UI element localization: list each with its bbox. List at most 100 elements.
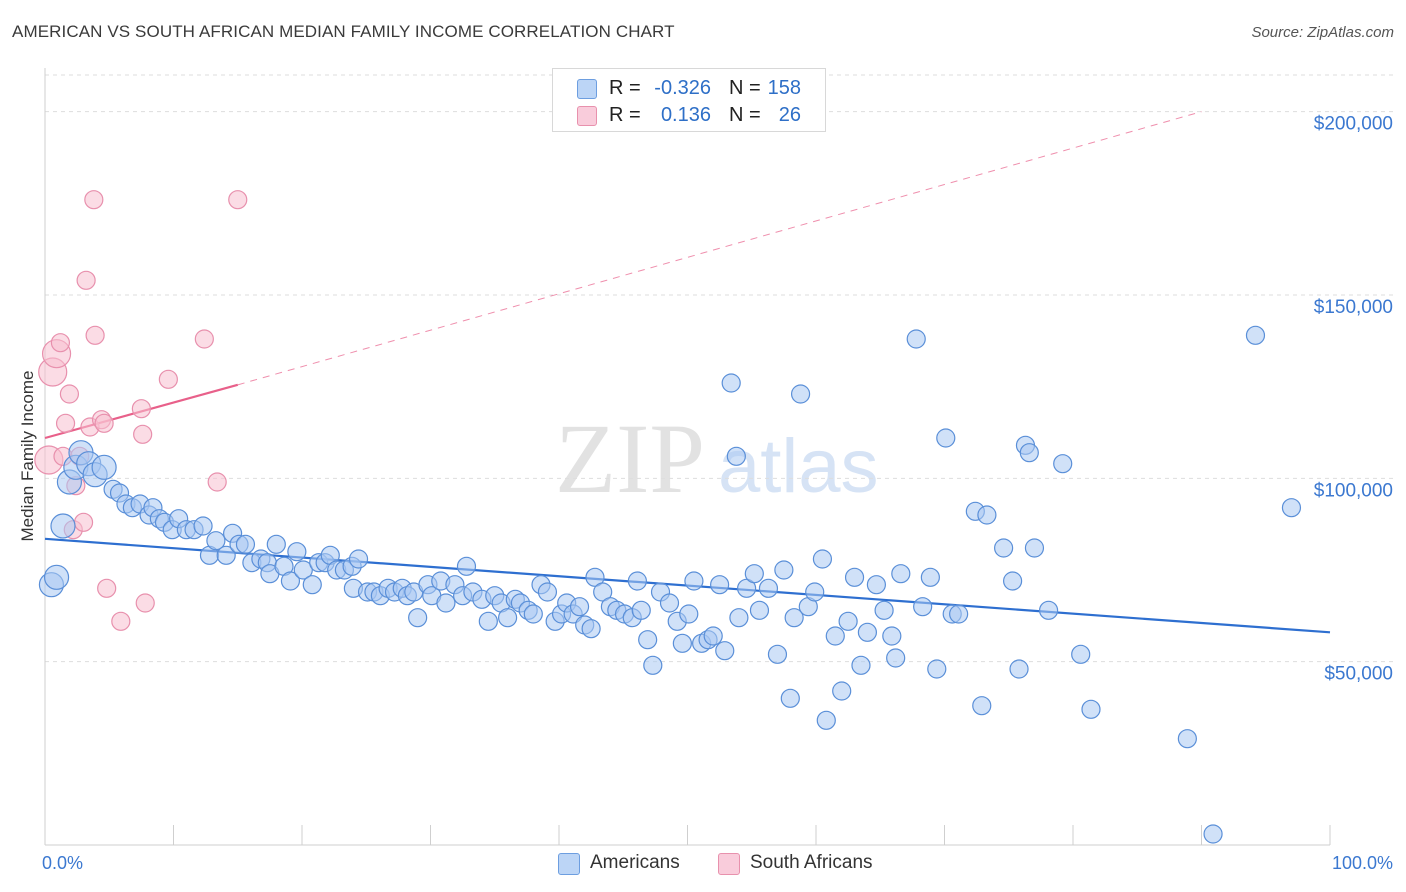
south-africans-point — [73, 512, 94, 532]
stats-row-south-africans: R = 0.136 N = 26 — [553, 102, 825, 128]
americans-point — [825, 626, 845, 646]
americans-point — [266, 534, 286, 554]
americans-point — [627, 571, 647, 591]
americans-point — [302, 575, 322, 595]
americans-point — [874, 600, 894, 620]
americans-point — [715, 641, 735, 661]
americans-point — [882, 626, 902, 646]
americans-point — [906, 329, 926, 349]
south-africans-point — [158, 369, 178, 389]
americans-point — [790, 384, 811, 404]
series-americans — [38, 325, 1302, 844]
south-africans-point — [228, 190, 248, 210]
americans-point — [891, 564, 911, 584]
legend-label: South Africans — [750, 852, 873, 873]
south-africans-point — [55, 413, 76, 433]
americans-point — [721, 373, 741, 393]
americans-point — [631, 600, 651, 620]
americans-point — [235, 534, 256, 554]
americans-point — [1038, 600, 1059, 620]
americans-point — [293, 560, 313, 580]
americans-point — [805, 582, 825, 602]
americans-point — [1281, 498, 1302, 518]
n-label: N = — [729, 104, 761, 126]
americans-point — [832, 681, 852, 701]
trend-lines — [44, 111, 1331, 634]
stats-row-americans: R = -0.326 N = 158 — [553, 75, 825, 101]
americans-point — [287, 542, 307, 562]
south-africans-point — [97, 578, 117, 598]
americans-point — [857, 622, 878, 642]
south-africans-point — [76, 270, 96, 290]
trend-line-south-africans-extension — [237, 111, 1202, 386]
n-label: N = — [729, 77, 761, 99]
source-label: Source: ZipAtlas.com — [1251, 24, 1394, 41]
americans-point — [949, 604, 969, 624]
americans-point — [91, 454, 117, 480]
americans-point — [816, 710, 836, 730]
south-africans-point — [131, 399, 151, 419]
americans-point — [348, 549, 369, 569]
r-label: R = — [609, 104, 641, 126]
americans-point — [886, 648, 906, 668]
americans-point — [844, 567, 865, 587]
americans-point — [784, 608, 804, 628]
americans-point — [478, 611, 498, 631]
americans-point — [994, 538, 1014, 558]
americans-point — [927, 659, 947, 679]
south-africans-point — [85, 325, 105, 345]
south-africans-legend-swatch — [718, 853, 740, 875]
watermark-zip: ZIP — [555, 403, 705, 514]
y-axis-title: Median Family Income — [18, 370, 37, 541]
south-africans-point — [133, 424, 153, 444]
americans-point — [1203, 824, 1223, 844]
americans-point — [50, 513, 76, 539]
y-tick-label: $200,000 — [1314, 114, 1393, 135]
chart-title: AMERICAN VS SOUTH AFRICAN MEDIAN FAMILY … — [12, 22, 675, 41]
americans-point — [774, 560, 794, 580]
n-value: 26 — [778, 104, 801, 126]
americans-point — [1009, 659, 1029, 679]
americans-point — [206, 531, 226, 551]
americans-point — [920, 567, 940, 587]
americans-point — [193, 516, 213, 536]
south-africans-point — [111, 611, 131, 631]
americans-point — [1024, 538, 1045, 558]
south-africans-point — [94, 413, 114, 433]
y-tick-labels: $50,000 $100,000 $150,000 $200,000 — [1314, 114, 1393, 685]
americans-point — [1071, 644, 1091, 664]
americans-point — [913, 597, 933, 617]
y-tick-label: $100,000 — [1314, 480, 1393, 501]
americans-point — [1053, 454, 1073, 474]
r-value: -0.326 — [654, 77, 711, 99]
americans-point — [838, 611, 858, 631]
americans-point — [672, 633, 692, 653]
americans-point — [703, 626, 723, 646]
x-tick-labels: 0.0% 100.0% — [42, 853, 1393, 873]
americans-point — [812, 549, 833, 569]
americans-point — [758, 578, 779, 598]
gridlines — [45, 74, 1395, 663]
americans-point — [1019, 443, 1039, 463]
americans-swatch — [577, 79, 597, 99]
south-africans-point — [135, 593, 155, 613]
americans-point — [523, 604, 543, 624]
americans-point — [1081, 699, 1101, 719]
r-value: 0.136 — [660, 104, 711, 126]
americans-point — [936, 428, 956, 448]
americans-point — [749, 600, 770, 620]
south-africans-point — [207, 472, 227, 492]
stats-legend-box: R = -0.326 N = 158 R = 0.136 N = 26 — [552, 68, 826, 132]
americans-point — [977, 505, 997, 525]
americans-point — [866, 575, 886, 595]
americans-point — [659, 593, 680, 613]
watermark-atlas: atlas — [718, 424, 879, 509]
south-africans-point — [59, 384, 80, 404]
americans-point — [851, 655, 871, 675]
axes — [44, 68, 1331, 846]
south-africans-point — [50, 333, 71, 353]
americans-point — [638, 630, 658, 650]
americans-point — [729, 608, 749, 628]
americans-point — [456, 556, 477, 576]
